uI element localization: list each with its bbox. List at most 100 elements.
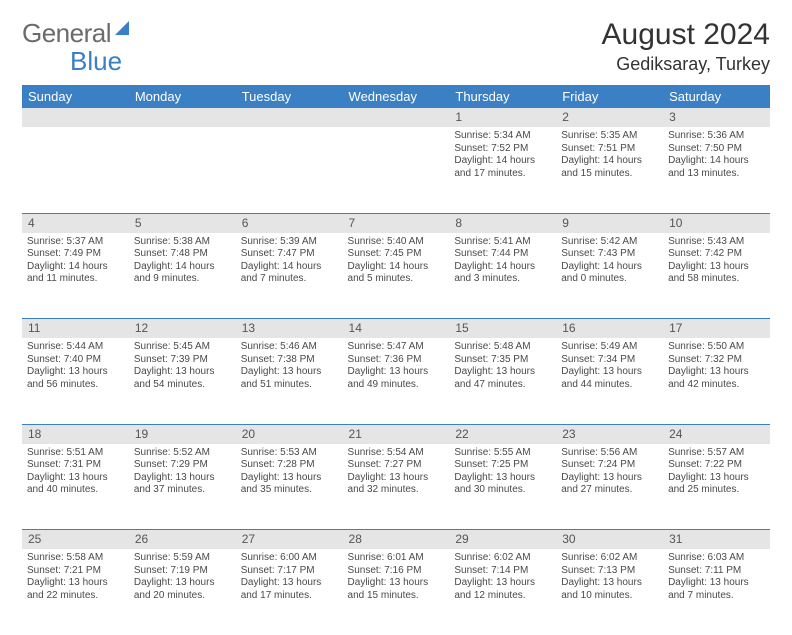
sunset-text: Sunset: 7:35 PM	[454, 354, 551, 367]
sunrise-text: Sunrise: 5:46 AM	[241, 341, 338, 354]
daylight-text: Daylight: 14 hours	[454, 261, 551, 274]
day-number-cell: 12	[129, 319, 236, 339]
sunset-text: Sunset: 7:17 PM	[241, 565, 338, 578]
daylight-text: Daylight: 14 hours	[561, 155, 658, 168]
sunrise-text: Sunrise: 5:37 AM	[27, 236, 124, 249]
day-header: Wednesday	[343, 85, 450, 108]
daylight-text: and 32 minutes.	[348, 484, 445, 497]
day-number-cell: 2	[556, 108, 663, 127]
daylight-text: and 15 minutes.	[348, 590, 445, 603]
sunset-text: Sunset: 7:28 PM	[241, 459, 338, 472]
day-number-cell: 24	[663, 424, 770, 444]
daylight-text: Daylight: 13 hours	[348, 472, 445, 485]
sunrise-text: Sunrise: 5:39 AM	[241, 236, 338, 249]
sunrise-text: Sunrise: 5:44 AM	[27, 341, 124, 354]
daylight-text: and 44 minutes.	[561, 379, 658, 392]
daylight-text: Daylight: 13 hours	[561, 366, 658, 379]
daylight-text: Daylight: 13 hours	[348, 577, 445, 590]
daylight-text: and 15 minutes.	[561, 168, 658, 181]
day-header: Monday	[129, 85, 236, 108]
sunrise-text: Sunrise: 5:43 AM	[668, 236, 765, 249]
day-cell: Sunrise: 6:03 AMSunset: 7:11 PMDaylight:…	[663, 549, 770, 635]
sunrise-text: Sunrise: 5:38 AM	[134, 236, 231, 249]
day-number-cell: 14	[343, 319, 450, 339]
sunset-text: Sunset: 7:21 PM	[27, 565, 124, 578]
week-number-row: 11121314151617	[22, 319, 770, 339]
sunrise-text: Sunrise: 6:02 AM	[561, 552, 658, 565]
sunset-text: Sunset: 7:24 PM	[561, 459, 658, 472]
daylight-text: and 49 minutes.	[348, 379, 445, 392]
day-cell: Sunrise: 5:46 AMSunset: 7:38 PMDaylight:…	[236, 338, 343, 424]
sunset-text: Sunset: 7:42 PM	[668, 248, 765, 261]
daylight-text: and 25 minutes.	[668, 484, 765, 497]
day-number-cell	[22, 108, 129, 127]
day-cell: Sunrise: 5:54 AMSunset: 7:27 PMDaylight:…	[343, 444, 450, 530]
sunset-text: Sunset: 7:47 PM	[241, 248, 338, 261]
day-number-cell: 15	[449, 319, 556, 339]
sunset-text: Sunset: 7:29 PM	[134, 459, 231, 472]
day-cell: Sunrise: 5:56 AMSunset: 7:24 PMDaylight:…	[556, 444, 663, 530]
day-cell: Sunrise: 5:45 AMSunset: 7:39 PMDaylight:…	[129, 338, 236, 424]
sunset-text: Sunset: 7:34 PM	[561, 354, 658, 367]
day-cell: Sunrise: 5:38 AMSunset: 7:48 PMDaylight:…	[129, 233, 236, 319]
daylight-text: and 42 minutes.	[668, 379, 765, 392]
daylight-text: and 20 minutes.	[134, 590, 231, 603]
day-cell: Sunrise: 5:41 AMSunset: 7:44 PMDaylight:…	[449, 233, 556, 319]
day-number-cell: 31	[663, 530, 770, 550]
daylight-text: Daylight: 14 hours	[134, 261, 231, 274]
daylight-text: Daylight: 14 hours	[668, 155, 765, 168]
daylight-text: and 7 minutes.	[241, 273, 338, 286]
day-number-cell: 28	[343, 530, 450, 550]
sunrise-text: Sunrise: 5:49 AM	[561, 341, 658, 354]
week-content-row: Sunrise: 5:34 AMSunset: 7:52 PMDaylight:…	[22, 127, 770, 213]
sunrise-text: Sunrise: 6:03 AM	[668, 552, 765, 565]
sunrise-text: Sunrise: 5:55 AM	[454, 447, 551, 460]
day-cell: Sunrise: 5:36 AMSunset: 7:50 PMDaylight:…	[663, 127, 770, 213]
calendar-body: 123Sunrise: 5:34 AMSunset: 7:52 PMDaylig…	[22, 108, 770, 635]
sunrise-text: Sunrise: 5:53 AM	[241, 447, 338, 460]
day-number-cell: 26	[129, 530, 236, 550]
day-cell: Sunrise: 6:02 AMSunset: 7:14 PMDaylight:…	[449, 549, 556, 635]
calendar-table: SundayMondayTuesdayWednesdayThursdayFrid…	[22, 85, 770, 635]
sunset-text: Sunset: 7:36 PM	[348, 354, 445, 367]
day-cell: Sunrise: 5:55 AMSunset: 7:25 PMDaylight:…	[449, 444, 556, 530]
sunset-text: Sunset: 7:50 PM	[668, 143, 765, 156]
day-number-cell: 30	[556, 530, 663, 550]
daylight-text: Daylight: 13 hours	[668, 577, 765, 590]
daylight-text: and 37 minutes.	[134, 484, 231, 497]
day-cell: Sunrise: 5:50 AMSunset: 7:32 PMDaylight:…	[663, 338, 770, 424]
day-cell: Sunrise: 6:00 AMSunset: 7:17 PMDaylight:…	[236, 549, 343, 635]
daylight-text: Daylight: 13 hours	[454, 472, 551, 485]
daylight-text: and 27 minutes.	[561, 484, 658, 497]
daylight-text: Daylight: 13 hours	[134, 577, 231, 590]
day-number-cell: 16	[556, 319, 663, 339]
sunrise-text: Sunrise: 5:36 AM	[668, 130, 765, 143]
day-cell: Sunrise: 5:44 AMSunset: 7:40 PMDaylight:…	[22, 338, 129, 424]
logo-triangle-icon	[115, 21, 129, 35]
daylight-text: and 17 minutes.	[241, 590, 338, 603]
sunset-text: Sunset: 7:38 PM	[241, 354, 338, 367]
daylight-text: Daylight: 13 hours	[668, 472, 765, 485]
daylight-text: Daylight: 14 hours	[561, 261, 658, 274]
daylight-text: Daylight: 13 hours	[134, 366, 231, 379]
day-cell: Sunrise: 5:53 AMSunset: 7:28 PMDaylight:…	[236, 444, 343, 530]
sunrise-text: Sunrise: 5:56 AM	[561, 447, 658, 460]
day-number-cell: 10	[663, 213, 770, 233]
day-cell	[343, 127, 450, 213]
day-number-cell: 8	[449, 213, 556, 233]
day-number-cell	[129, 108, 236, 127]
day-cell: Sunrise: 5:52 AMSunset: 7:29 PMDaylight:…	[129, 444, 236, 530]
daylight-text: and 13 minutes.	[668, 168, 765, 181]
sunrise-text: Sunrise: 5:40 AM	[348, 236, 445, 249]
day-number-cell: 20	[236, 424, 343, 444]
sunset-text: Sunset: 7:52 PM	[454, 143, 551, 156]
sunset-text: Sunset: 7:14 PM	[454, 565, 551, 578]
week-number-row: 45678910	[22, 213, 770, 233]
day-number-cell: 22	[449, 424, 556, 444]
sunset-text: Sunset: 7:49 PM	[27, 248, 124, 261]
day-number-cell: 19	[129, 424, 236, 444]
daylight-text: and 40 minutes.	[27, 484, 124, 497]
sunrise-text: Sunrise: 5:52 AM	[134, 447, 231, 460]
daylight-text: Daylight: 13 hours	[27, 472, 124, 485]
day-cell: Sunrise: 5:40 AMSunset: 7:45 PMDaylight:…	[343, 233, 450, 319]
